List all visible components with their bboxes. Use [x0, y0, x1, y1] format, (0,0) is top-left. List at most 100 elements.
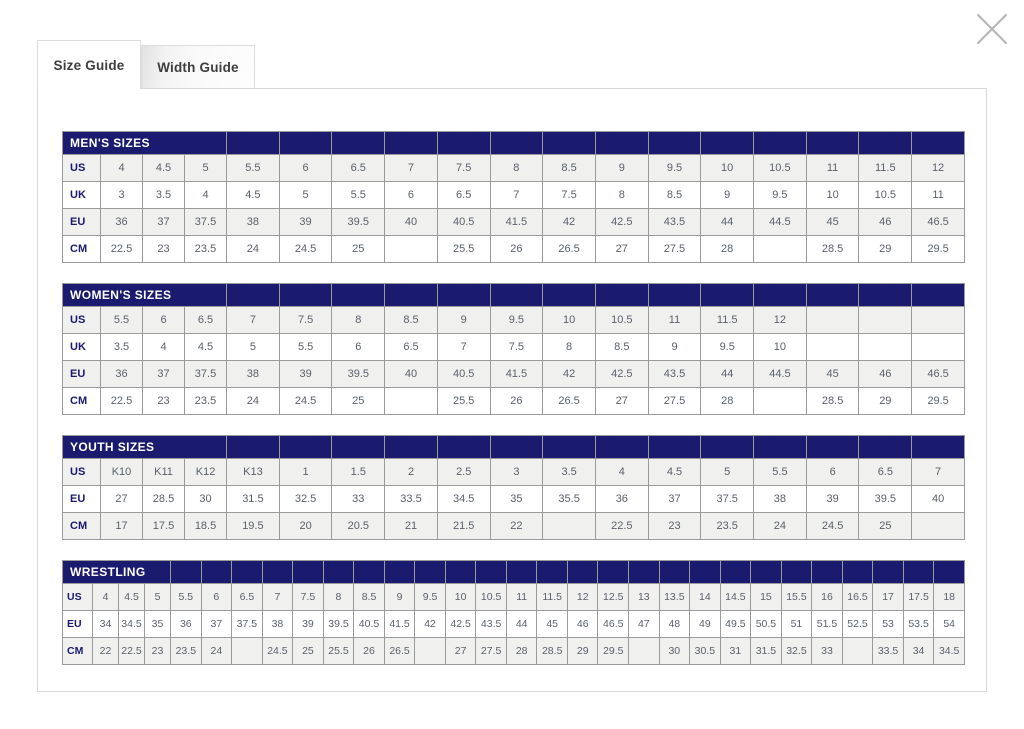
size-cell: 7	[384, 154, 438, 182]
size-cell: 46.5	[597, 610, 630, 638]
size-cell: K12	[183, 458, 228, 486]
header-spacer-cell	[444, 560, 477, 584]
size-cell: 25.5	[436, 387, 491, 415]
size-cell: 36	[594, 485, 649, 513]
size-cell: 7	[489, 181, 544, 209]
size-cell: 45	[805, 360, 860, 388]
size-cell: 2.5	[436, 458, 491, 486]
size-cell: 54	[933, 610, 965, 638]
header-spacer-cell	[278, 131, 333, 155]
size-cell: 4.5	[118, 583, 145, 611]
row-label: US	[62, 306, 101, 334]
size-cell: 7	[226, 306, 280, 334]
header-spacer-cell	[594, 131, 649, 155]
size-cell: 17.5	[902, 583, 935, 611]
size-cell: 41.5	[489, 360, 544, 388]
size-cell: 23.5	[700, 512, 755, 540]
size-cell: 6	[805, 458, 860, 486]
size-cell: 10	[700, 154, 755, 182]
close-button[interactable]	[975, 12, 1009, 46]
header-spacer-cell	[542, 435, 596, 459]
size-cell: 36	[170, 610, 202, 638]
size-cell: 6.5	[858, 458, 913, 486]
header-spacer-cell	[292, 560, 324, 584]
size-cell: 34.5	[118, 610, 145, 638]
size-cell	[384, 235, 438, 263]
size-cell: 5.5	[278, 333, 333, 361]
size-cell: 21.5	[436, 512, 491, 540]
header-spacer-cell	[331, 283, 386, 307]
header-spacer-cell	[597, 560, 630, 584]
size-cell	[805, 333, 860, 361]
tab-width-guide-label: Width Guide	[157, 59, 239, 75]
size-cell	[384, 387, 438, 415]
header-spacer-cell	[542, 283, 596, 307]
size-cell: 22	[92, 637, 119, 665]
size-cell: 17	[100, 512, 143, 540]
size-cell: 6.5	[231, 583, 263, 611]
size-cell: 4	[92, 583, 119, 611]
size-cell: 29.5	[911, 235, 965, 263]
size-cell: 31.5	[750, 637, 782, 665]
size-cell: 25.5	[322, 637, 355, 665]
size-cell: 26.5	[542, 235, 596, 263]
tab-size-guide[interactable]: Size Guide	[37, 40, 141, 89]
header-spacer-cell	[261, 560, 294, 584]
size-cell: 24	[226, 235, 280, 263]
size-cell: 24.5	[278, 235, 333, 263]
header-spacer-cell	[414, 560, 446, 584]
size-cell: 36	[100, 208, 143, 236]
size-cell: 40.5	[353, 610, 385, 638]
wrestling-sizes-table: WRESTLING US 4 4.5 5 5.5 6 6.5 7 7.5 8 8.5 9 9.5 10 10.…	[61, 560, 965, 665]
size-cell: 42	[542, 208, 596, 236]
size-cell: 37	[647, 485, 702, 513]
size-cell: 5.5	[226, 154, 280, 182]
size-cell: 44	[700, 360, 755, 388]
size-cell: 37.5	[184, 208, 227, 236]
header-spacer-cell	[384, 283, 438, 307]
header-spacer-cell	[200, 560, 233, 584]
size-cell: 39	[805, 485, 860, 513]
size-cell: 2	[384, 458, 438, 486]
wrestling-header-row: WRESTLING	[61, 560, 965, 584]
header-spacer-cell	[331, 131, 386, 155]
size-cell: 10.5	[594, 306, 649, 334]
size-cell: 4.5	[226, 181, 280, 209]
size-cell: 6	[384, 181, 438, 209]
header-spacer-cell	[594, 283, 649, 307]
tab-width-guide[interactable]: Width Guide	[141, 45, 255, 88]
size-cell: 8.5	[594, 333, 649, 361]
size-cell: 8.5	[384, 306, 438, 334]
header-spacer-cell	[331, 435, 386, 459]
size-cell: 1	[278, 458, 333, 486]
header-spacer-cell	[231, 560, 263, 584]
size-cell	[858, 333, 913, 361]
size-cell: 20	[278, 512, 333, 540]
size-cell: 6	[142, 306, 185, 334]
header-spacer-cell	[226, 435, 280, 459]
size-cell: 7.5	[436, 154, 491, 182]
size-cell: 10.5	[753, 154, 807, 182]
size-cell: 42.5	[594, 360, 649, 388]
size-cell: 38	[226, 360, 280, 388]
size-cell: 11.5	[536, 583, 568, 611]
size-cell: 5	[143, 583, 172, 611]
size-cell: 7.5	[292, 583, 324, 611]
size-cell: 5	[184, 154, 227, 182]
size-cell: 7	[436, 333, 491, 361]
size-cell: 30.5	[689, 637, 721, 665]
size-cell: 52.5	[841, 610, 874, 638]
size-cell: 8	[331, 306, 386, 334]
size-cell	[911, 512, 965, 540]
size-cell: 5	[278, 181, 333, 209]
size-cell: 16.5	[841, 583, 874, 611]
youth-sizes-table: YOUTH SIZES US K10 K11 K12 K13 1 1.5 2 2.5 3 3.5 4 4.…	[61, 435, 965, 540]
youth-sizes-row-us: US K10 K11 K12 K13 1 1.5 2 2.5 3 3.5 4 4.5 5 5.5 6 6.5 7	[62, 458, 965, 486]
womens-sizes-row-uk: UK 3.5 4 4.5 5 5.5 6 6.5 7 7.5 8 8.5 9 9.5 10	[62, 333, 965, 361]
header-spacer-cell	[278, 435, 333, 459]
row-label: EU	[62, 610, 93, 638]
size-cell: 44	[700, 208, 755, 236]
size-cell: 14	[689, 583, 721, 611]
header-spacer-cell	[805, 283, 860, 307]
